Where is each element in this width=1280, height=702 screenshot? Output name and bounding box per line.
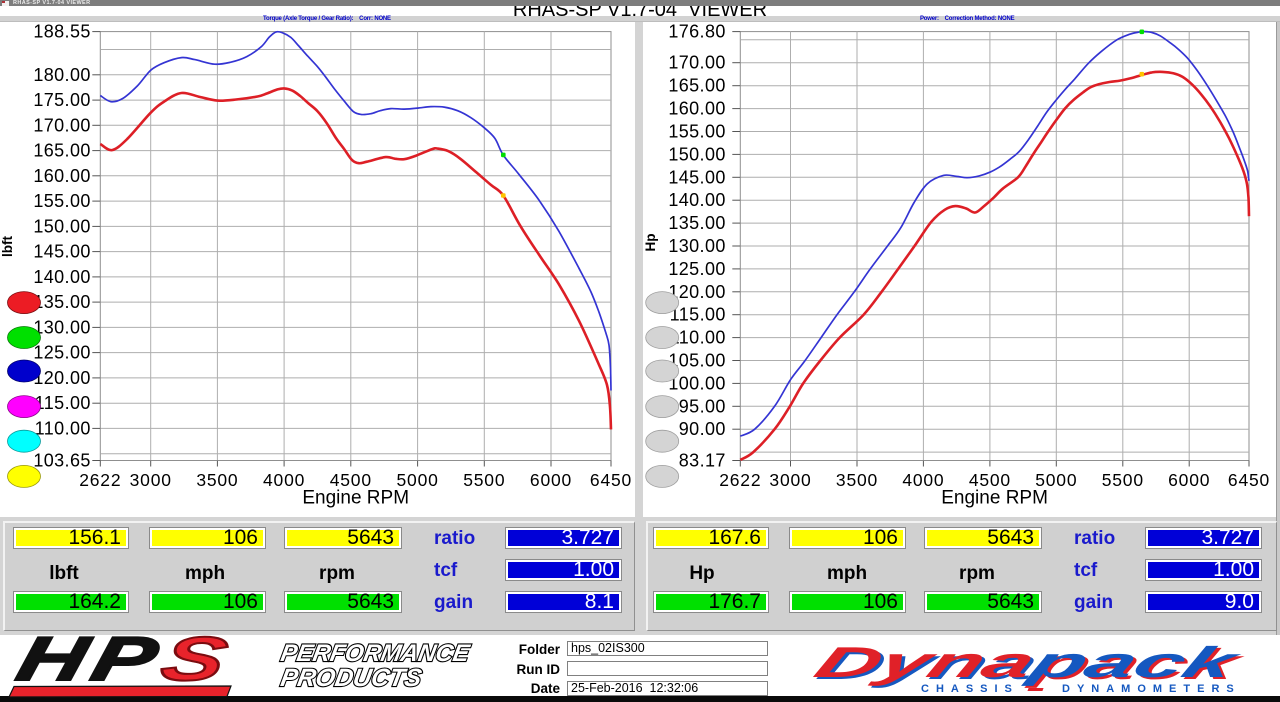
svg-text:165.00: 165.00 [668,76,725,96]
svg-text:95.00: 95.00 [679,396,726,416]
svg-text:Engine RPM: Engine RPM [302,488,409,509]
svg-text:Engine RPM: Engine RPM [941,488,1048,509]
svg-text:3500: 3500 [836,470,878,490]
svg-text:105.00: 105.00 [668,351,725,371]
svg-text:155.00: 155.00 [668,122,725,142]
svg-text:115.00: 115.00 [35,393,91,413]
svg-text:135.00: 135.00 [33,292,90,312]
svg-text:2622: 2622 [719,470,761,490]
svg-text:145.00: 145.00 [33,242,90,262]
svg-text:100.00: 100.00 [668,373,725,393]
svg-text:165.00: 165.00 [33,141,90,161]
svg-text:3000: 3000 [769,470,811,490]
svg-text:4000: 4000 [902,470,944,490]
svg-text:6450: 6450 [1228,470,1270,490]
svg-text:130.00: 130.00 [668,236,725,256]
svg-text:103.65: 103.65 [33,451,90,471]
svg-text:170.00: 170.00 [33,115,90,135]
svg-text:145.00: 145.00 [668,167,725,187]
svg-text:3000: 3000 [130,470,172,490]
svg-text:115.00: 115.00 [670,305,726,325]
svg-text:176.80: 176.80 [668,22,725,42]
svg-text:160.00: 160.00 [33,166,90,186]
svg-text:130.00: 130.00 [33,317,90,337]
svg-text:110.00: 110.00 [35,418,91,438]
svg-text:3500: 3500 [196,470,238,490]
svg-text:4500: 4500 [330,470,372,490]
svg-text:135.00: 135.00 [668,213,725,233]
svg-text:83.17: 83.17 [679,451,726,471]
svg-text:6000: 6000 [1168,470,1210,490]
svg-text:150.00: 150.00 [668,144,725,164]
svg-text:5500: 5500 [1102,470,1144,490]
svg-text:155.00: 155.00 [33,191,90,211]
svg-text:140.00: 140.00 [668,190,725,210]
svg-text:4000: 4000 [263,470,305,490]
svg-text:170.00: 170.00 [668,53,725,73]
svg-text:Hp: Hp [643,234,658,252]
svg-text:150.00: 150.00 [33,216,90,236]
svg-text:140.00: 140.00 [33,267,90,287]
svg-text:125.00: 125.00 [668,259,725,279]
svg-text:90.00: 90.00 [679,419,726,439]
svg-text:120.00: 120.00 [33,368,90,388]
svg-text:5500: 5500 [463,470,505,490]
svg-text:110.00: 110.00 [670,328,726,348]
svg-text:120.00: 120.00 [668,282,725,302]
svg-text:175.00: 175.00 [33,90,90,110]
svg-text:4500: 4500 [969,470,1011,490]
svg-text:2622: 2622 [79,470,121,490]
svg-text:180.00: 180.00 [33,65,90,85]
svg-text:lbft: lbft [0,236,15,257]
svg-text:188.55: 188.55 [33,22,90,42]
svg-text:125.00: 125.00 [33,343,90,363]
svg-text:160.00: 160.00 [668,99,725,119]
svg-text:6450: 6450 [590,470,632,490]
svg-text:6000: 6000 [530,470,572,490]
svg-text:5000: 5000 [1035,470,1077,490]
svg-text:5000: 5000 [397,470,439,490]
